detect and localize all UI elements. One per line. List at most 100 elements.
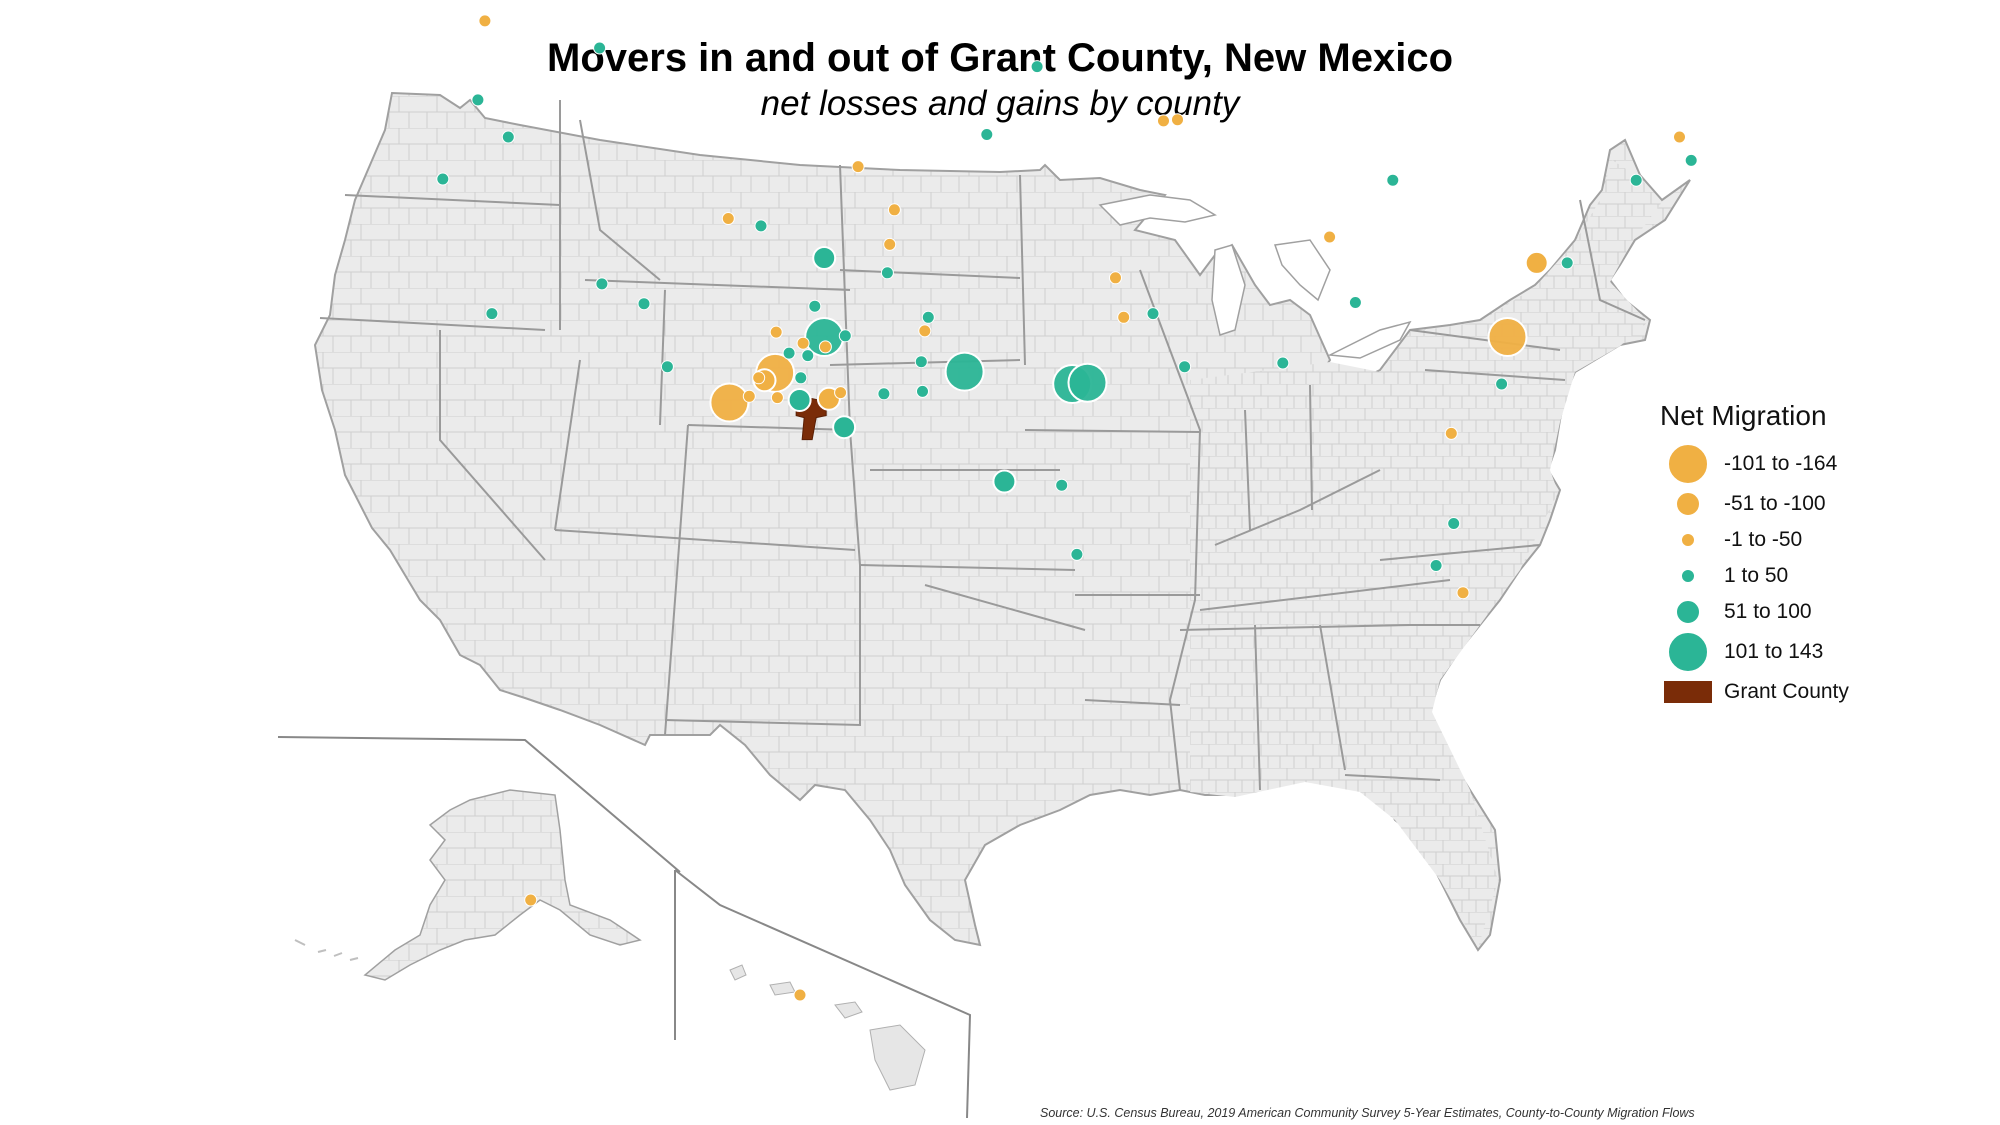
migration-bubble-loss [1487,317,1528,357]
migration-bubble-loss [742,389,756,403]
migration-bubble-gain [1146,307,1160,321]
migration-bubble-gain [485,307,499,321]
border-mt-east [839,164,851,431]
migration-bubbles [436,14,1698,1002]
legend-symbol-loss [1676,492,1700,516]
border-ms-al [1254,624,1261,791]
legend-symbol-holder [1660,569,1716,583]
migration-bubble-gain [1070,547,1084,561]
lake-huron [1273,239,1331,302]
migration-bubble-gain [471,93,485,107]
legend-row-gain-2: 51 to 100 [1660,594,1980,630]
migration-bubble-gain [782,346,796,360]
migration-bubble-gain [921,310,935,324]
migration-bubble-loss [721,212,735,225]
legend-row-loss-3: -101 to -164 [1660,442,1980,486]
legend-grant-label: Grant County [1724,680,1849,703]
hawaii-inset [674,869,972,1119]
legend: Net Migration -101 to -164 -51 to -100 -1 … [1660,400,1980,710]
border-in-oh [1309,384,1313,511]
migration-bubble-gain [1447,517,1461,530]
border-tn-ms-al [1179,624,1411,631]
hawaii-island-big [869,1024,926,1091]
migration-bubble-gain [1386,173,1400,187]
migration-bubble-loss [883,237,897,251]
hawaii-island-kauai [729,964,747,981]
eastern-states-overlay [1190,160,1662,948]
migration-bubble-gain [593,41,607,55]
migration-bubble-gain [794,371,808,385]
lake-erie [1327,320,1412,359]
legend-label: 51 to 100 [1724,600,1812,623]
migration-bubble-gain [1684,153,1698,167]
migration-bubble-gain [838,329,852,343]
legend-symbol-holder [1660,444,1716,484]
migration-bubble-gain [660,360,674,374]
border-mississippi [1139,269,1202,791]
lake-michigan [1211,244,1246,336]
migration-bubble-gain [1560,256,1574,270]
aleutian-islands [294,939,359,961]
migration-bubble-loss [1673,130,1686,144]
migration-bubble-gain [787,388,812,412]
map-title: Movers in and out of Grant County, New M… [547,36,1453,80]
border-pa [1409,329,1561,351]
migration-bubble-gain [1276,356,1290,370]
hawaii-inset-frame [674,869,972,1119]
migration-bubble-gain [801,349,815,363]
legend-grant-swatch [1664,681,1712,703]
migration-bubble-gain [1495,377,1509,391]
migration-bubble-loss [793,988,807,1002]
border-az-nm [664,424,689,736]
migration-bubble-gain [916,384,929,398]
legend-symbol-holder [1660,600,1716,624]
migration-bubble-loss [752,371,766,385]
border-ny-pa [1424,369,1566,381]
legend-row-gain-1: 1 to 50 [1660,558,1980,594]
legend-label: -51 to -100 [1724,492,1826,515]
migration-bubble-loss [851,160,865,174]
migration-bubble-loss [1524,250,1549,275]
border-new-england [1579,199,1646,321]
hawaii-island-maui [834,1001,863,1019]
legend-symbol-gain [1676,600,1700,624]
legend-symbol-holder [1660,632,1716,672]
border-ca-nv [439,330,546,561]
migration-bubble-loss [1444,426,1458,440]
migration-bubble-gain [1030,60,1044,74]
border-ohio-river [1214,469,1381,546]
legend-rows: -101 to -164 -51 to -100 -1 to -50 1 to 50 5… [1660,442,1980,674]
legend-label: -1 to -50 [1724,528,1803,551]
border-ga-fl [1344,774,1441,781]
migration-bubble-gain [1055,478,1069,492]
border-ut-az [554,529,856,551]
migration-bubble-gain [914,355,928,369]
migration-bubble-loss [1456,586,1470,600]
migration-bubble-loss [1117,310,1131,324]
legend-row-loss-1: -1 to -50 [1660,522,1980,558]
legend-symbol-gain [1668,632,1708,672]
border-nv-ut [554,359,581,531]
border-il-in [1244,409,1251,531]
migration-bubble-loss [478,14,492,28]
legend-row-grant-county: Grant County [1660,674,1980,710]
border-mt-wy [584,279,851,291]
migration-bubble-loss [769,325,783,339]
border-ks-ok [859,564,1076,571]
migration-bubble-gain [944,351,985,392]
legend-row-gain-3: 101 to 143 [1660,630,1980,674]
legend-symbol-loss [1681,533,1695,547]
border-nm-tx [664,565,861,727]
border-wa-or [344,194,561,206]
migration-bubble-loss [887,203,901,217]
border-id-mt [579,119,661,281]
migration-bubble-gain [1348,296,1362,309]
border-nc-va [1379,544,1541,561]
legend-label: 101 to 143 [1724,640,1824,663]
migration-bubble-gain [595,277,609,291]
legend-symbol-loss [1668,444,1708,484]
border-wy-co [659,289,666,426]
migration-bubble-loss [709,382,750,423]
legend-row-loss-2: -51 to -100 [1660,486,1980,522]
